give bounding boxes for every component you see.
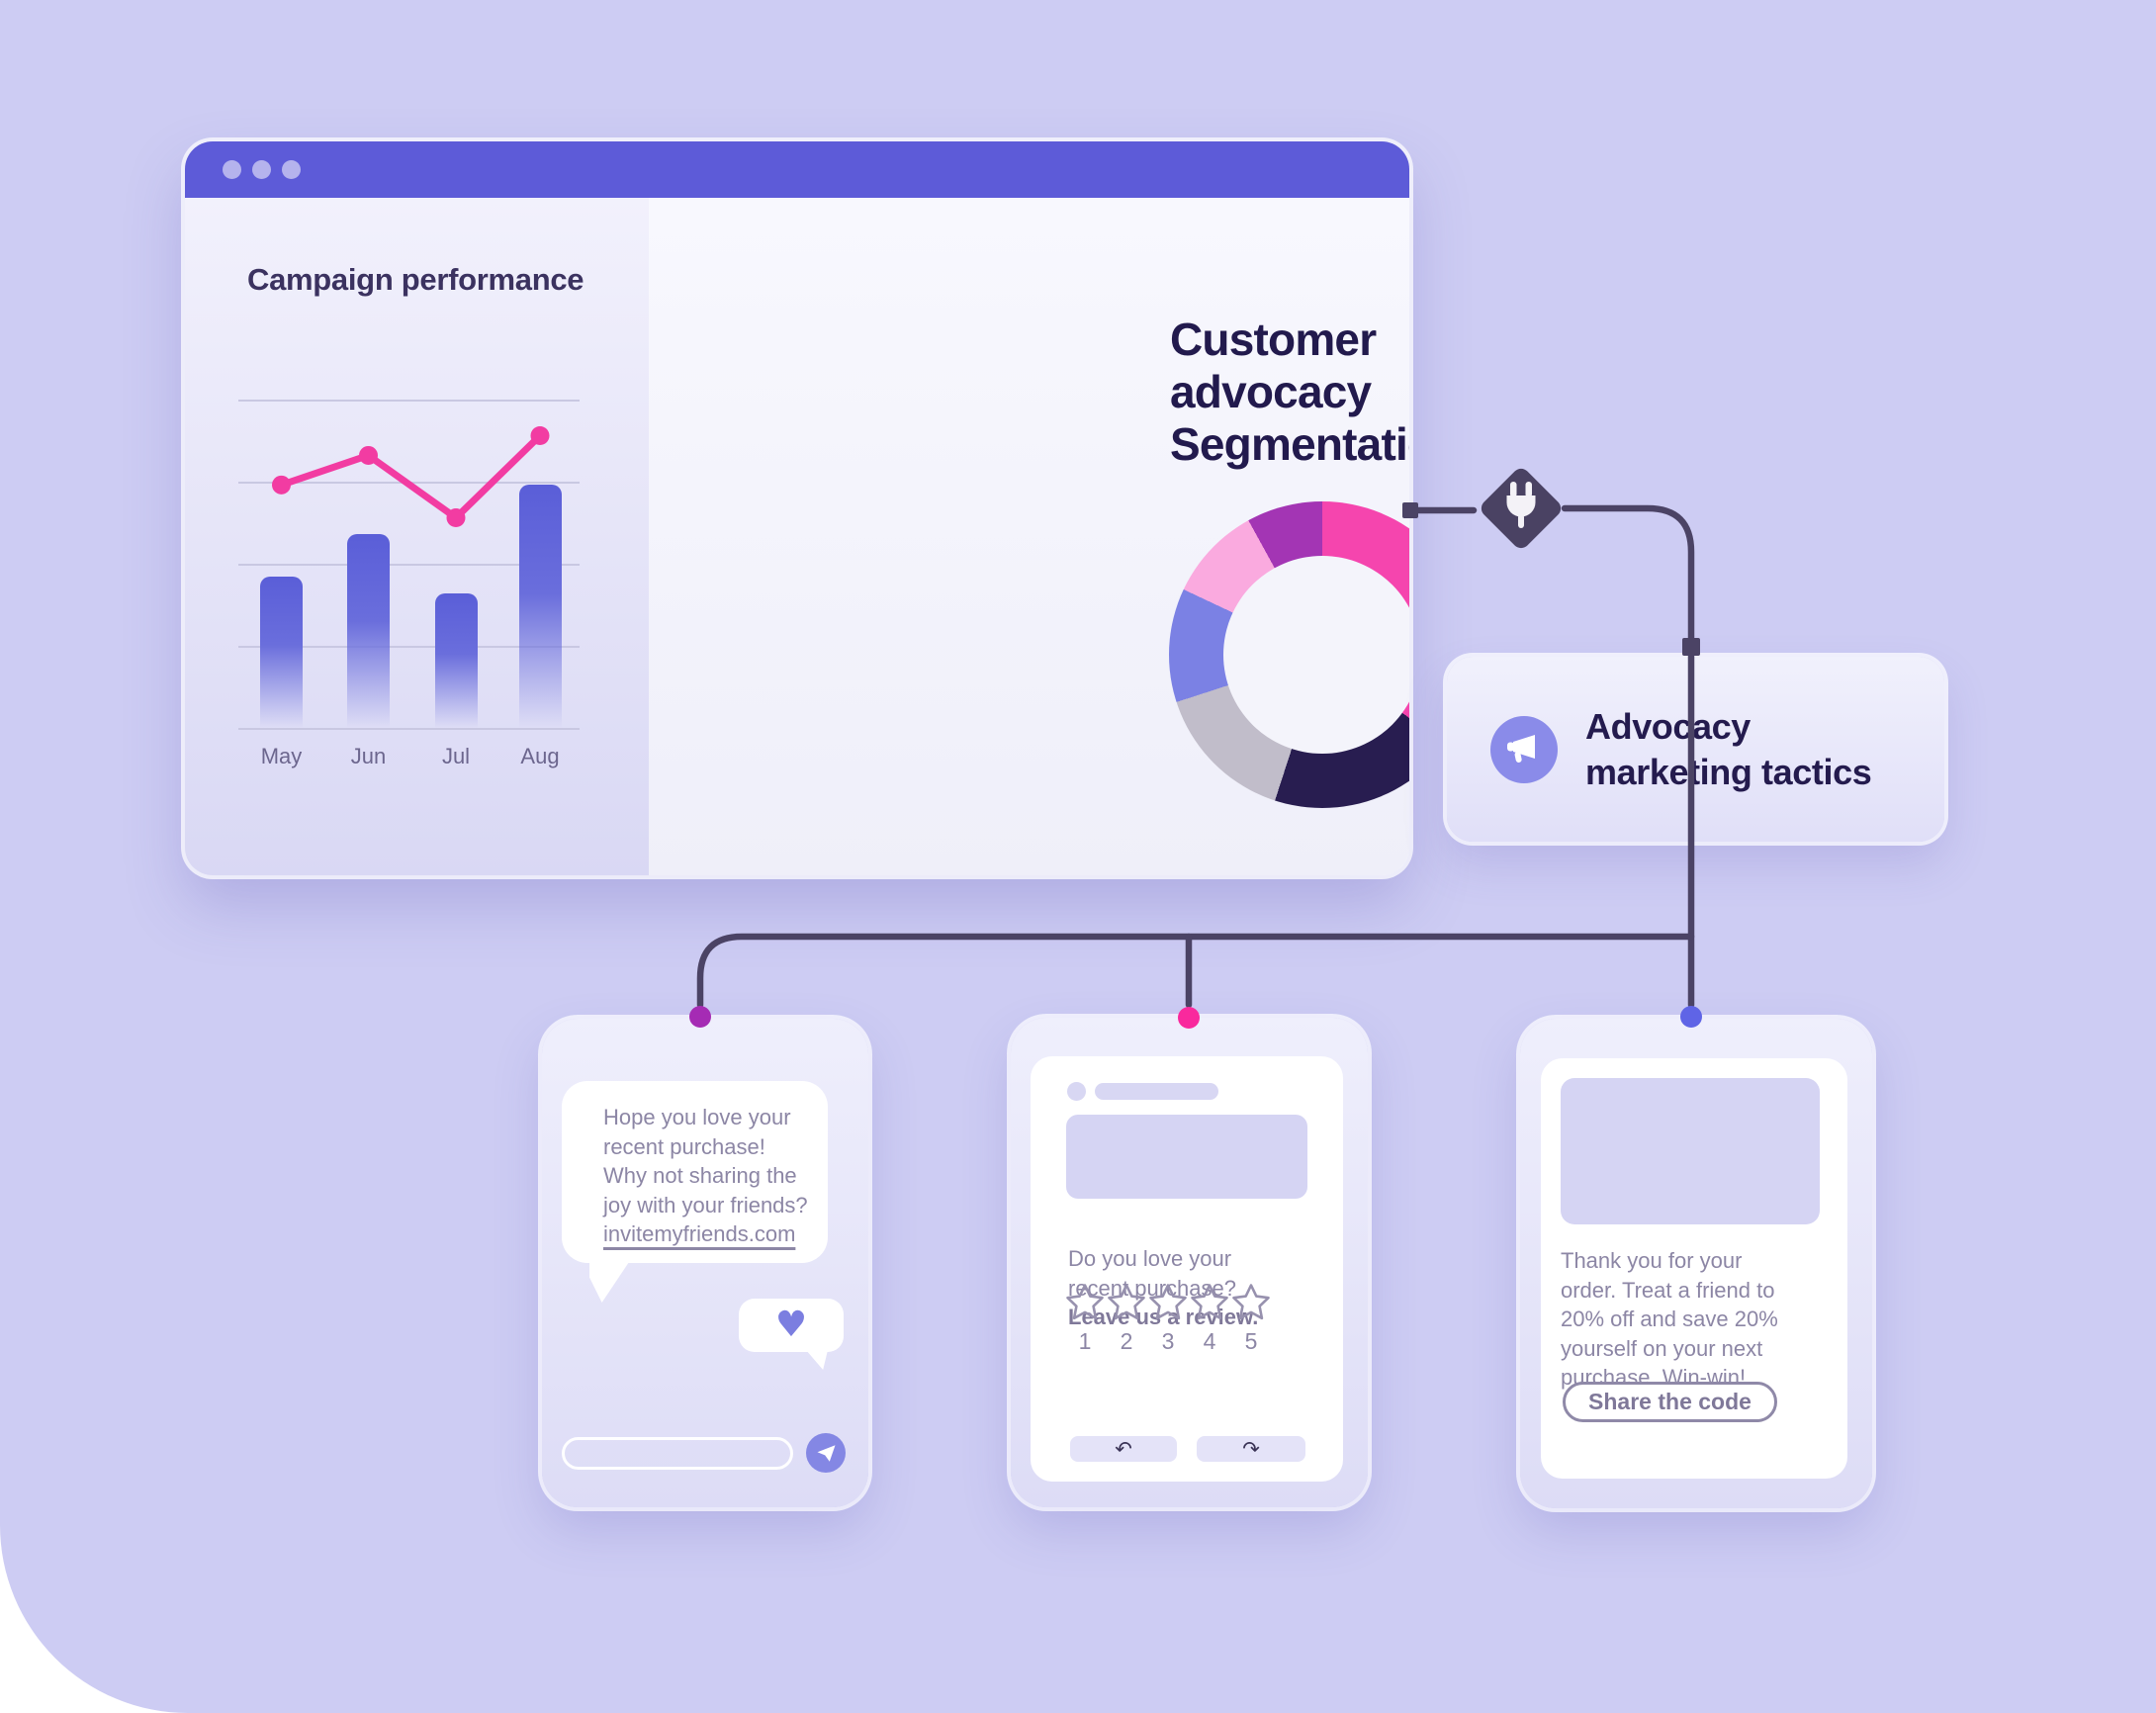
- window-dot: [282, 160, 301, 179]
- undo-arrow-icon: ↶: [1115, 1436, 1132, 1461]
- chat-message: Hope you love your recent purchase! Why …: [603, 1105, 808, 1246]
- gridline: [238, 728, 580, 730]
- browser-window: Campaign performance May Jun Jul Aug Custom…: [185, 141, 1409, 875]
- bar-Jul: [434, 592, 478, 728]
- month-label: Jul: [441, 744, 471, 768]
- title-line: Campaign performance: [247, 262, 584, 297]
- title-line-2: Segmentation: [1170, 418, 1409, 470]
- window-body: Campaign performance May Jun Jul Aug Custom…: [185, 198, 1409, 875]
- avatar: [1067, 1082, 1086, 1101]
- segmentation-title: Customer advocacy Segmentation: [1170, 314, 1409, 471]
- advocacy-card-title: Advocacy marketing tactics: [1585, 705, 1872, 792]
- image-placeholder: [1561, 1078, 1820, 1224]
- bubble-tail: [589, 1259, 631, 1303]
- window-dot: [252, 160, 271, 179]
- segmentation-panel: Customer advocacy Segmentation Filter VI…: [649, 198, 1409, 875]
- gridline: [238, 400, 580, 402]
- star-icon[interactable]: [1064, 1282, 1106, 1321]
- send-icon: [817, 1444, 835, 1462]
- bar-line-chart: May Jun Jul Aug: [238, 400, 580, 768]
- advocacy-marketing-tactics-card: Advocacy marketing tactics: [1447, 657, 1944, 842]
- image-placeholder: [1066, 1115, 1307, 1199]
- title-placeholder-bar: [1095, 1083, 1218, 1100]
- star-icon[interactable]: [1189, 1282, 1230, 1321]
- star-icon[interactable]: [1230, 1282, 1272, 1321]
- referral-message: Thank you for your order. Treat a friend…: [1561, 1248, 1778, 1390]
- referral-card: Thank you for your order. Treat a friend…: [1541, 1058, 1847, 1479]
- redo-arrow-icon: ↷: [1242, 1436, 1260, 1461]
- invite-link[interactable]: invitemyfriends.com: [603, 1221, 796, 1246]
- campaign-performance-title: Campaign performance: [247, 261, 584, 298]
- back-button[interactable]: ↶: [1070, 1436, 1177, 1462]
- review-question: Do you love your recent purchase? Leave …: [1068, 1246, 1259, 1329]
- title-line-1: Customer advocacy: [1170, 314, 1377, 417]
- gridline: [238, 564, 580, 566]
- send-button[interactable]: [806, 1433, 846, 1473]
- month-label: Jun: [350, 744, 387, 768]
- reaction-bubble: ♥: [739, 1299, 844, 1370]
- campaign-performance-panel: Campaign performance May Jun Jul Aug: [185, 198, 649, 875]
- chat-input[interactable]: [562, 1437, 793, 1470]
- star-rating: [1064, 1282, 1272, 1321]
- phone-card-referral: Thank you for your order. Treat a friend…: [1520, 1019, 1872, 1508]
- segmentation-donut-chart: [1169, 501, 1409, 808]
- month-label: May: [260, 744, 303, 768]
- review-cta: Leave us a review.: [1068, 1305, 1259, 1329]
- gridline: [238, 646, 580, 648]
- chat-bubble: Hope you love your recent purchase! Why …: [562, 1081, 828, 1303]
- star-icon[interactable]: [1147, 1282, 1189, 1321]
- window-dot: [223, 160, 241, 179]
- rating-scale: 1 2 3 4 5: [1078, 1328, 1258, 1354]
- star-icon[interactable]: [1106, 1282, 1147, 1321]
- heart-icon: ♥: [774, 1305, 808, 1345]
- bar-Jun: [347, 534, 390, 728]
- megaphone-icon: [1490, 715, 1558, 783]
- month-label: Aug: [520, 744, 560, 768]
- review-card: Do you love your recent purchase? Leave …: [1031, 1056, 1343, 1482]
- bubble-tail: [806, 1350, 828, 1370]
- phone-card-share-message: Hope you love your recent purchase! Why …: [542, 1019, 868, 1507]
- bar-May: [260, 577, 303, 728]
- share-the-code-button[interactable]: Share the code: [1563, 1382, 1777, 1422]
- bar-Aug: [518, 485, 562, 728]
- forward-button[interactable]: ↷: [1197, 1436, 1305, 1462]
- trend-line-chart: [272, 426, 550, 528]
- phone-card-review: Do you love your recent purchase? Leave …: [1011, 1018, 1368, 1507]
- window-titlebar: [185, 141, 1409, 198]
